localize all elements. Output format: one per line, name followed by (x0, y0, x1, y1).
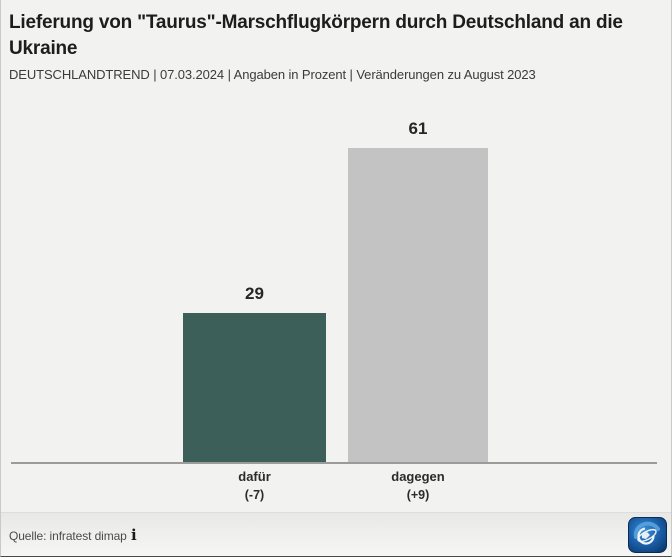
category-label-dagegen: dagegen (391, 469, 445, 484)
category-label-dafuer: dafür (238, 469, 271, 484)
bar-group-dafuer: 29 (183, 93, 326, 462)
x-axis-line (11, 462, 657, 464)
value-label-dagegen: 61 (408, 119, 428, 138)
info-icon[interactable]: i (131, 526, 137, 544)
footer-bar: Quelle: infratest dimap i (1, 512, 671, 556)
bar-chart: 29 61 (1, 95, 671, 464)
bar-group-dagegen: 61 (348, 93, 488, 462)
category-dagegen: dagegen (+9) (348, 469, 488, 502)
change-label-dafuer: (-7) (244, 488, 265, 502)
page-title: Lieferung von "Taurus"-Marschflugkörpern… (9, 12, 623, 59)
category-dafuer: dafür (-7) (183, 469, 326, 502)
tagesschau-logo (628, 517, 667, 553)
bar-dafuer (183, 313, 326, 462)
change-label-dagegen: (+9) (406, 488, 430, 502)
source-label: Quelle: infratest dimap (9, 529, 127, 543)
chart-subtitle: DEUTSCHLANDTREND | 07.03.2024 | Angaben … (9, 67, 536, 82)
chart-header: Lieferung von "Taurus"-Marschflugkörpern… (9, 10, 663, 82)
bar-dagegen (348, 148, 488, 462)
value-label-dafuer: 29 (245, 284, 264, 303)
